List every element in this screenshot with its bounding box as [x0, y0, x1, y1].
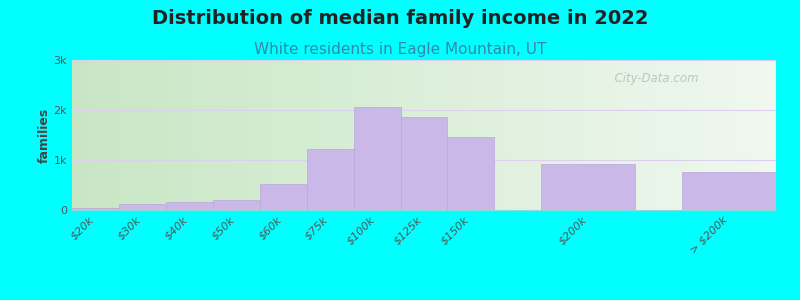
Text: White residents in Eagle Mountain, UT: White residents in Eagle Mountain, UT: [254, 42, 546, 57]
Bar: [213, 200, 260, 210]
Y-axis label: families: families: [38, 107, 50, 163]
Bar: [682, 172, 776, 210]
Bar: [72, 208, 119, 210]
Bar: [166, 202, 213, 210]
Bar: [260, 184, 306, 210]
Bar: [119, 204, 166, 210]
Text: Distribution of median family income in 2022: Distribution of median family income in …: [152, 9, 648, 28]
Bar: [542, 164, 635, 210]
Text: City-Data.com: City-Data.com: [607, 72, 698, 85]
Bar: [306, 149, 354, 210]
Bar: [401, 116, 447, 210]
Bar: [447, 136, 494, 210]
Bar: [354, 107, 401, 210]
